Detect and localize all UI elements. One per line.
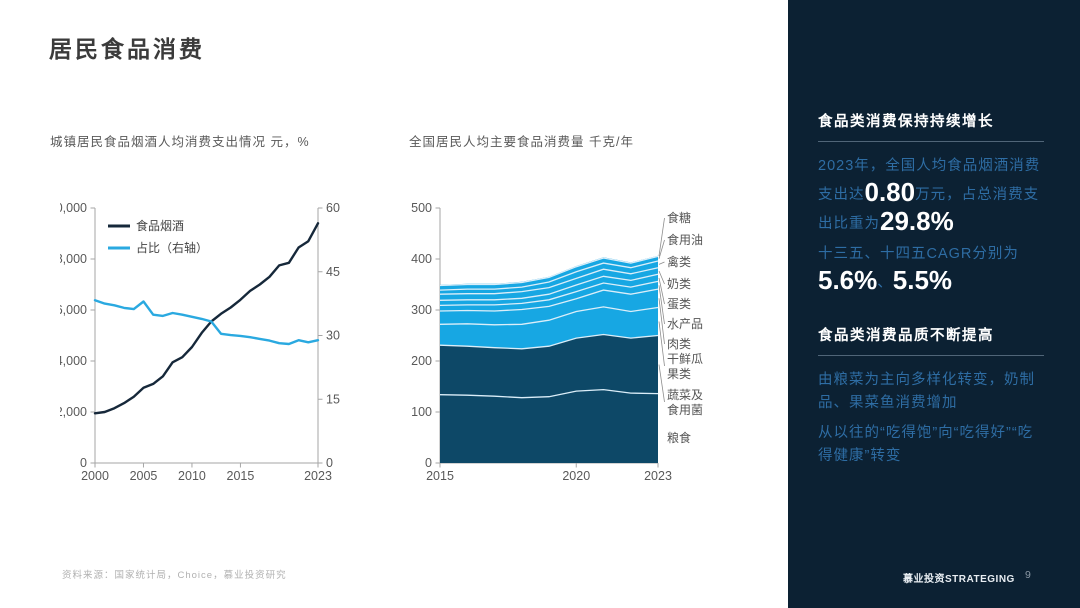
- leader-line: [658, 277, 665, 305]
- series-label-奶类: 奶类: [667, 277, 691, 291]
- series-label-粮食: 粮食: [667, 430, 691, 445]
- leader-line: [658, 261, 665, 265]
- insight-text: 十三五、十四五CAGR分别为: [818, 246, 1019, 262]
- band-separator: [439, 306, 659, 326]
- left-axis-label: 8,000: [60, 252, 87, 266]
- brand-logo-text: 慕业投资STRATEGING: [903, 574, 1015, 585]
- series-label-水产品: 水产品: [667, 317, 703, 331]
- series-label-食用油: 食用油: [667, 232, 703, 247]
- x-axis-label: 2005: [130, 469, 158, 483]
- sidebar-heading-growth: 食品类消费保持持续增长: [818, 114, 994, 130]
- page-title: 居民食品消费: [49, 36, 205, 63]
- sidebar-heading-quality: 食品类消费品质不断提高: [818, 328, 994, 344]
- stacked-area-chart: 0 100 200 300 400 500 2015 2020 2023 粮食 蔬菜及食用菌干鲜瓜果…: [411, 201, 703, 483]
- highlight-number: 29.8%: [880, 206, 954, 236]
- legend-label: 占比（右轴）: [136, 240, 208, 255]
- share-line: [93, 298, 320, 346]
- right-axis-label: 0: [326, 456, 333, 470]
- insight-text: 2023年，全国人均食品烟酒消费支出达: [818, 158, 1041, 203]
- band-separator: [439, 255, 659, 287]
- area-band-蛋类: [440, 274, 658, 306]
- area-band-食用油: [440, 256, 658, 291]
- line-chart: 0 2,000 4,000 6,000 8,000 10,000 0 15 30 45 60 2000…: [60, 201, 340, 483]
- legend-label: 食品烟酒: [136, 218, 184, 233]
- series-label-禽类: 禽类: [667, 254, 691, 269]
- y-axis-label: 100: [411, 405, 432, 419]
- series-label-干鲜瓜果类: 干鲜瓜果类: [667, 352, 703, 381]
- band-separator: [439, 273, 659, 301]
- highlight-number: 5.6%: [818, 265, 878, 295]
- band-separator: [439, 333, 659, 350]
- area-band-蔬菜及食用菌: [440, 334, 658, 398]
- series-label-蛋类: 蛋类: [667, 297, 691, 311]
- leader-line: [658, 364, 665, 403]
- x-axis-label: 2023: [304, 469, 332, 483]
- area-chart-title: 全国居民人均主要食品消费量 千克/年: [409, 135, 634, 149]
- leader-line: [658, 239, 665, 259]
- divider: [818, 355, 1044, 356]
- source-note: 资料来源：国家统计局，Choice，慕业投资研究: [62, 570, 287, 581]
- y-axis-label: 0: [425, 456, 432, 470]
- x-axis-label: 2015: [426, 469, 454, 483]
- right-axis-label: 30: [326, 329, 340, 343]
- y-axis-label: 300: [411, 303, 432, 317]
- right-axis-label: 45: [326, 265, 340, 279]
- highlight-number: 5.5%: [892, 265, 953, 295]
- leader-line: [658, 298, 665, 345]
- x-axis-label: 2015: [227, 469, 255, 483]
- series-label-蔬菜及食用菌: 蔬菜及食用菌: [667, 388, 703, 417]
- band-separator: [439, 288, 659, 312]
- divider: [818, 141, 1044, 142]
- x-axis-label: 2023: [644, 469, 672, 483]
- left-axis-label: 6,000: [60, 303, 87, 317]
- leader-line: [658, 217, 665, 257]
- insight-eating-better: 从以往的“吃得饱”向“吃得好”“吃得健康”转变: [818, 425, 1034, 464]
- insight-sidebar: 食品类消费保持持续增长 2023年，全国人均食品烟酒消费支出达0.80万元，占总…: [788, 0, 1080, 608]
- insight-cagr: 十三五、十四五CAGR分别为 5.6%、5.5%: [818, 243, 1044, 295]
- food-tobacco-line: [93, 222, 320, 415]
- highlight-number: 0.80: [864, 177, 916, 207]
- leader-line: [658, 270, 665, 285]
- band-separator: [439, 260, 659, 291]
- page-number: 9: [1025, 569, 1031, 581]
- band-separator: [439, 388, 659, 399]
- band-separator: [439, 280, 659, 307]
- right-axis-label: 60: [326, 201, 340, 215]
- leader-line: [658, 321, 665, 367]
- area-band-水产品: [440, 281, 658, 311]
- x-axis-label: 2000: [81, 469, 109, 483]
- insight-diversification: 由粮菜为主向多样化转变，奶制品、果菜鱼消费增加: [818, 372, 1035, 411]
- sidebar-section-quality: 食品类消费品质不断提高 由粮菜为主向多样化转变，奶制品、果菜鱼消费增加 从以往的…: [818, 328, 1044, 468]
- x-axis-label: 2020: [562, 469, 590, 483]
- series-label-食糖: 食糖: [667, 210, 691, 225]
- y-axis-label: 500: [411, 201, 432, 215]
- area-band-干鲜瓜果类: [440, 306, 658, 349]
- left-axis-label: 0: [80, 456, 87, 470]
- right-axis-label: 15: [326, 392, 340, 406]
- leader-line: [658, 285, 665, 325]
- series-label-肉类: 肉类: [667, 337, 691, 351]
- insight-text: 、: [877, 275, 893, 291]
- band-separator: [439, 267, 659, 295]
- sidebar-section-growth: 食品类消费保持持续增长 2023年，全国人均食品烟酒消费支出达0.80万元，占总…: [818, 114, 1044, 295]
- x-axis-label: 2010: [178, 469, 206, 483]
- line-chart-title: 城镇居民食品烟酒人均消费支出情况 元，%: [50, 135, 310, 149]
- y-axis-label: 200: [411, 354, 432, 368]
- y-axis-label: 400: [411, 252, 432, 266]
- left-axis-label: 2,000: [60, 405, 87, 419]
- insight-consumption-spending: 2023年，全国人均食品烟酒消费支出达0.80万元，占总消费支出比重为29.8%: [818, 155, 1044, 236]
- left-axis-label: 4,000: [60, 354, 87, 368]
- left-axis-label: 10,000: [60, 201, 87, 215]
- insight-text: 万元，占总消费支出比重为: [818, 187, 1040, 232]
- area-band-粮食: [440, 389, 658, 463]
